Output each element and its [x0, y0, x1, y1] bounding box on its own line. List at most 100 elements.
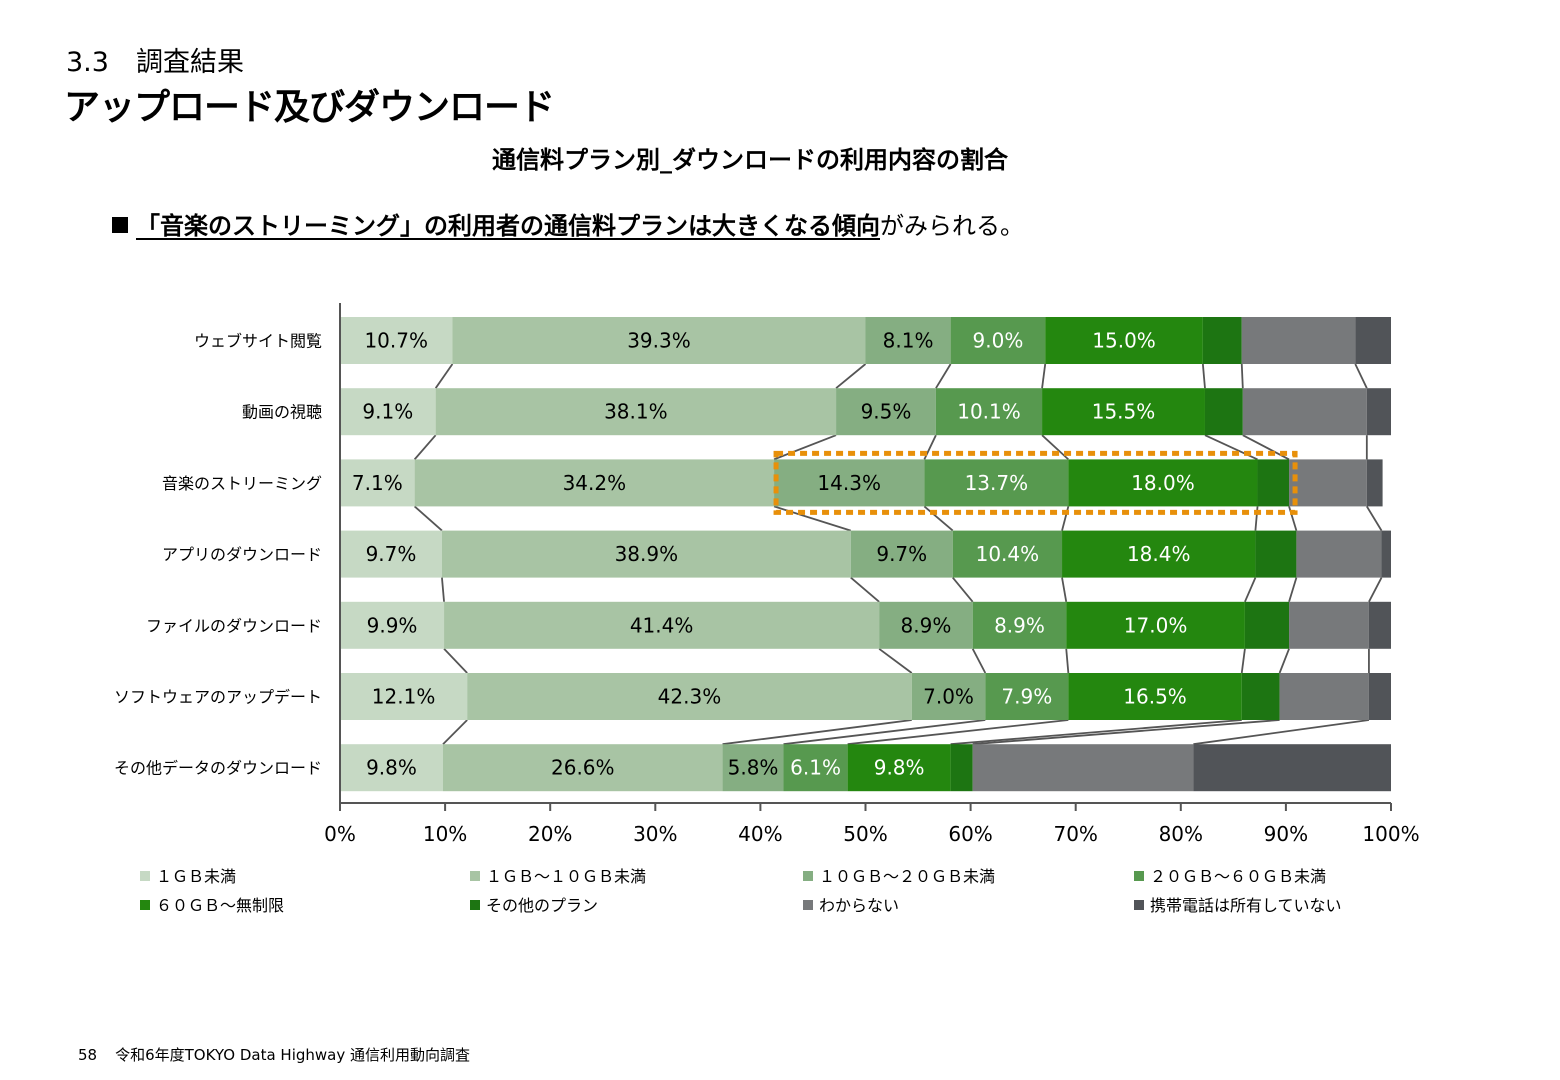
bar-segment	[340, 459, 415, 507]
data-label: 16.5%	[1123, 685, 1187, 709]
legend-swatch	[140, 871, 150, 881]
connector-line	[413, 434, 437, 460]
data-label: 7.9%	[1001, 685, 1052, 709]
page-title: アップロード及びダウンロード	[64, 87, 555, 128]
note-emphasis: 音楽のストリーミング」の利用者の通信料プランは大きくなる傾向	[160, 212, 880, 240]
connector-line	[952, 577, 974, 603]
bar-segment	[1045, 317, 1203, 364]
connector-line	[1288, 577, 1298, 603]
data-label: 8.1%	[883, 329, 934, 353]
connector-line	[434, 363, 454, 389]
bar-segment	[924, 459, 1069, 507]
legend-label: １０ＧＢ～２０ＧＢ未満	[819, 867, 995, 886]
connector-line	[441, 577, 445, 602]
bars	[340, 317, 1391, 792]
data-label: 38.9%	[615, 542, 679, 566]
connector-line	[923, 505, 954, 532]
bar-segment	[1289, 459, 1367, 507]
data-label: 7.0%	[923, 685, 974, 709]
x-tick-label: 10%	[423, 822, 467, 846]
x-tick-label: 80%	[1159, 822, 1203, 846]
bar-segment	[1068, 459, 1258, 507]
bar-segment	[783, 744, 848, 792]
data-label: 18.0%	[1131, 471, 1195, 495]
data-label: 38.1%	[604, 400, 668, 424]
connector-line	[773, 434, 837, 461]
connector-line	[1278, 648, 1290, 674]
connector-line	[850, 576, 880, 603]
data-label: 26.6%	[551, 756, 615, 780]
bar-segment	[1355, 317, 1391, 364]
legend: １ＧＢ未満 １ＧＢ～１０ＧＢ未満 １０ＧＢ～２０ＧＢ未満 ２０ＧＢ～６０ＧＢ未満 ６０Ｇ…	[140, 867, 1342, 915]
connector-line	[835, 363, 867, 389]
legend-label: その他のプラン	[486, 896, 598, 915]
connector-line	[722, 719, 912, 746]
connector-line	[972, 719, 1280, 746]
category-label: 動画の視聴	[242, 403, 322, 422]
bar-segment	[1289, 601, 1369, 649]
connector-line	[414, 505, 443, 532]
bar-segment	[1366, 459, 1383, 507]
legend-swatch	[803, 871, 813, 881]
data-label: 9.0%	[973, 329, 1024, 353]
category-label: 音楽のストリーミング	[162, 474, 322, 493]
bar-segment	[340, 601, 445, 649]
bar-segment	[865, 317, 951, 364]
data-label: 9.8%	[366, 756, 417, 780]
bar-segment	[847, 744, 951, 792]
bar-segment	[950, 744, 973, 792]
data-label: 5.8%	[728, 756, 779, 780]
bar-segment	[952, 530, 1063, 578]
category-label: ウェブサイト閲覧	[194, 332, 322, 351]
page-number: 58	[78, 1046, 98, 1064]
data-label: 9.9%	[367, 613, 418, 637]
bar-segment	[722, 744, 784, 792]
legend-swatch	[470, 900, 480, 910]
bar-segment	[879, 601, 973, 649]
connector-line	[1244, 577, 1257, 603]
bar-segment	[1368, 601, 1391, 649]
legend-swatch	[803, 900, 813, 910]
connector-line	[1240, 648, 1246, 674]
note-rest: がみられる。	[880, 212, 1024, 240]
bar-segment	[340, 673, 468, 720]
bar-segment	[467, 673, 912, 720]
bar-segment	[1244, 601, 1290, 649]
connector-line	[783, 719, 986, 746]
legend-label: わからない	[819, 896, 899, 915]
bar-segment	[1255, 530, 1297, 578]
bar-segment	[911, 673, 986, 720]
legend-swatch	[1134, 871, 1144, 881]
x-tick-label: 30%	[633, 822, 677, 846]
square-bullet-icon	[112, 217, 128, 233]
connector-line	[1201, 363, 1206, 389]
connector-line	[1041, 363, 1047, 389]
legend-label: ６０ＧＢ～無制限	[156, 896, 284, 915]
connector-line	[935, 363, 952, 389]
footer-text: 令和6年度TOKYO Data Highway 通信利用動向調査	[115, 1046, 470, 1064]
connector-line	[950, 719, 1242, 746]
data-label: 15.0%	[1092, 329, 1156, 353]
bar-segment	[972, 744, 1194, 792]
bar-segment	[1204, 388, 1243, 436]
data-label: 9.1%	[362, 400, 413, 424]
x-tick-label: 0%	[324, 822, 356, 846]
connector-line	[443, 648, 468, 674]
legend-label: 携帯電話は所有していない	[1150, 896, 1342, 915]
connector-line	[971, 648, 987, 674]
bar-segment	[340, 317, 453, 364]
category-label: その他データのダウンロード	[114, 759, 322, 778]
data-label: 7.1%	[352, 471, 403, 495]
bar-segment	[1202, 317, 1242, 364]
data-label: 9.8%	[874, 756, 925, 780]
data-label: 15.5%	[1092, 400, 1156, 424]
data-label: 8.9%	[994, 613, 1045, 637]
bar-segment	[1242, 388, 1367, 436]
bar-segment	[1241, 317, 1356, 364]
bar-segment	[1066, 601, 1245, 649]
bar-segment	[435, 388, 837, 436]
x-tick-label: 40%	[738, 822, 782, 846]
axes: 0% 10% 20% 30% 40% 50% 60% 70% 80% 90% 100%	[324, 303, 1420, 846]
segment-labels: 10.7% 39.3% 8.1% 9.0% 15.0% 9.1% 38.1% 9.5% 10.1…	[352, 329, 1195, 780]
